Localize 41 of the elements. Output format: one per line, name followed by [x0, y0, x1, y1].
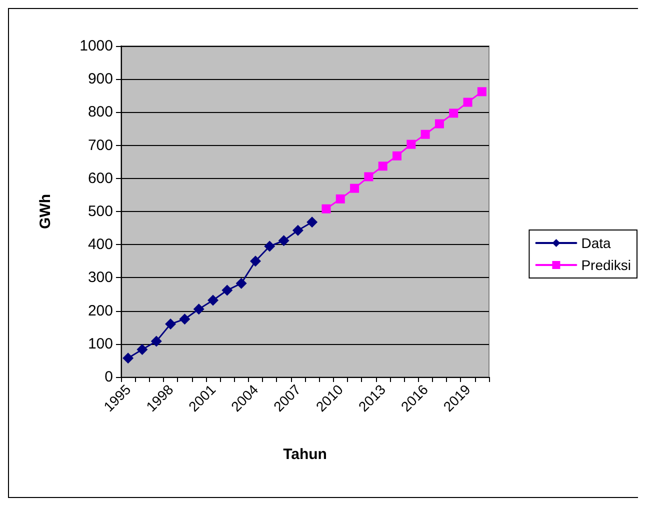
- point: [434, 119, 444, 128]
- point: [306, 216, 318, 228]
- y-tick-label: 700: [88, 136, 113, 154]
- point: [122, 352, 134, 364]
- point: [250, 256, 261, 267]
- point: [392, 151, 402, 160]
- point: [165, 318, 176, 330]
- point: [222, 284, 233, 296]
- point: [477, 87, 486, 96]
- y-tick-label: 400: [88, 236, 113, 254]
- point: [420, 130, 430, 139]
- y-tick-label: 600: [88, 170, 113, 187]
- point: [193, 304, 204, 315]
- y-tick-label: 0: [104, 368, 113, 386]
- point: [292, 224, 304, 236]
- y-tick-label: 1000: [80, 38, 113, 54]
- point: [364, 172, 374, 182]
- point: [208, 294, 218, 306]
- point: [236, 278, 247, 289]
- point: [350, 184, 360, 193]
- y-tick-label: 300: [88, 269, 113, 286]
- y-tick-label: 200: [88, 302, 113, 320]
- point: [278, 235, 290, 246]
- point: [406, 140, 416, 149]
- point: [136, 344, 148, 356]
- x-axis-title: Tahun: [283, 446, 327, 463]
- y-tick-label: 100: [88, 335, 113, 352]
- y-tick-label: 800: [88, 104, 113, 121]
- point: [463, 98, 472, 107]
- y-axis-title: GWh: [37, 194, 54, 229]
- legend-label: Data: [581, 235, 611, 251]
- y-tick-label: 900: [88, 70, 113, 88]
- point: [264, 240, 276, 252]
- point: [336, 194, 345, 204]
- point: [179, 314, 190, 325]
- legend-label: Prediksi: [581, 257, 632, 273]
- y-tick-label: 500: [88, 203, 113, 220]
- point: [449, 108, 458, 118]
- point: [150, 336, 162, 347]
- point: [378, 162, 388, 171]
- point: [322, 204, 331, 214]
